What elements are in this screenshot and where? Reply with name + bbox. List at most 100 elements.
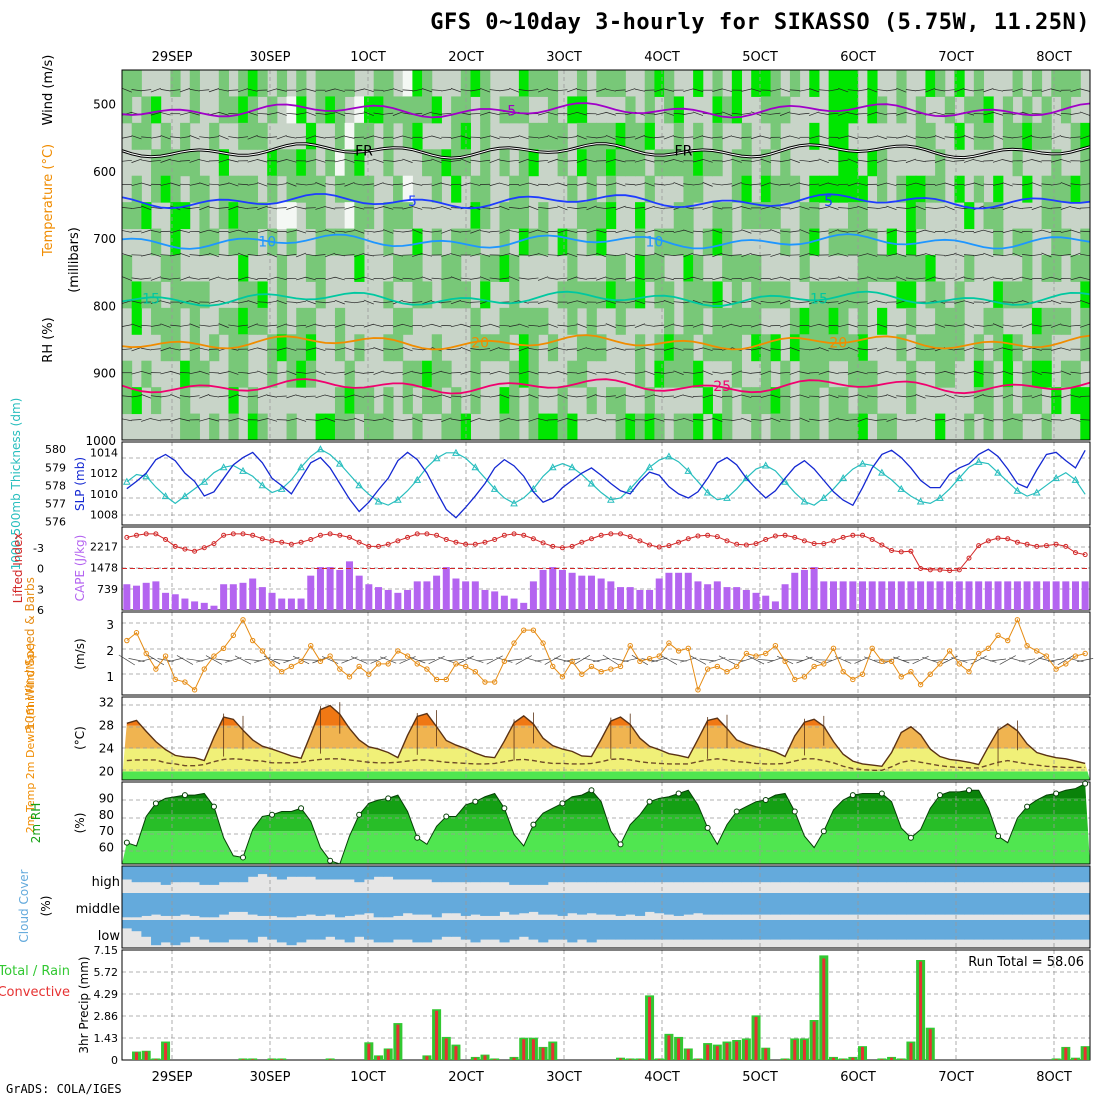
cloud-bar — [1002, 893, 1013, 915]
rh-cell — [412, 413, 423, 441]
surface-wind-barb — [738, 657, 755, 663]
upper-wind-barb — [228, 253, 239, 257]
rh-cell — [731, 96, 743, 124]
cloud-bar — [944, 920, 955, 940]
rh-cell — [480, 149, 491, 177]
cloud-bar — [141, 866, 152, 883]
rh-cell — [983, 387, 994, 415]
upper-wind-barb — [431, 418, 442, 421]
rh-cell — [867, 360, 878, 388]
upper-wind-barb — [789, 347, 800, 352]
upper-wind-barb — [141, 347, 152, 351]
rh-cell — [780, 149, 791, 177]
upper-wind-barb — [392, 276, 403, 281]
upper-wind-barb — [809, 276, 820, 281]
upper-wind-barb — [325, 183, 336, 186]
rh-cell — [189, 360, 200, 388]
upper-wind-barb — [876, 182, 887, 187]
upper-wind-barb — [818, 230, 829, 233]
upper-wind-barb — [789, 230, 800, 233]
rh-cell — [722, 202, 733, 230]
upper-wind-barb — [470, 371, 481, 375]
rh-cell — [857, 175, 868, 203]
rh-cell — [470, 70, 481, 97]
rh-cell — [857, 360, 868, 388]
wind-speed-point — [211, 653, 217, 659]
cloud-bar — [131, 893, 142, 918]
upper-wind-barb — [567, 88, 578, 93]
rh-cell — [1060, 360, 1072, 388]
cape-bar — [500, 595, 508, 610]
cloud-bar — [644, 920, 655, 940]
precip-convective-bar — [696, 1059, 700, 1060]
upper-wind-barb — [460, 300, 471, 304]
upper-wind-barb — [509, 159, 520, 162]
cloud-bar — [702, 866, 713, 883]
upper-wind-barb — [305, 253, 316, 257]
rh-cell — [238, 96, 249, 124]
surface-wind-barb — [622, 657, 639, 663]
upper-wind-barb — [208, 88, 220, 93]
rh-cell — [751, 307, 762, 335]
upper-wind-barb — [828, 417, 839, 423]
upper-wind-barb — [247, 135, 258, 140]
temp-y-tick: 32 — [99, 696, 114, 710]
rh-cell — [954, 175, 965, 203]
upper-wind-barb — [809, 111, 820, 116]
wind-speed-point — [240, 617, 246, 623]
upper-wind-barb — [799, 417, 810, 423]
upper-wind-barb — [741, 183, 752, 186]
cape-bar — [549, 567, 557, 610]
upper-wind-barb — [305, 371, 316, 374]
rh-cell — [412, 96, 423, 124]
lifted-index-point — [588, 536, 594, 542]
upper-wind-barb — [954, 252, 965, 258]
upper-wind-barb — [780, 183, 791, 186]
upper-wind-barb — [847, 323, 858, 328]
rh-cell — [315, 202, 326, 230]
upper-wind-barb — [499, 417, 510, 422]
upper-wind-barb — [673, 418, 684, 422]
upper-wind-barb — [450, 395, 461, 397]
rh-cell — [470, 175, 481, 203]
rh-cell — [809, 413, 820, 441]
upper-wind-barb — [973, 277, 984, 280]
lifted-index-point — [250, 532, 256, 538]
wind-speed-point — [317, 658, 324, 664]
upper-wind-barb — [518, 182, 529, 187]
rh-point — [443, 813, 450, 820]
upper-wind-barb — [944, 89, 955, 92]
upper-wind-barb — [383, 348, 394, 350]
lifted-index-point — [869, 536, 875, 542]
upper-wind-barb — [673, 301, 684, 303]
upper-wind-barb — [915, 370, 926, 375]
rh-cell — [906, 255, 917, 282]
upper-wind-barb — [460, 370, 471, 375]
precip-convective-bar — [764, 1048, 768, 1060]
upper-wind-barb — [528, 159, 539, 163]
upper-wind-barb — [770, 229, 781, 234]
upper-wind-barb — [344, 112, 355, 115]
upper-wind-barb — [547, 112, 558, 116]
rh-cell — [1002, 334, 1014, 362]
upper-wind-barb — [1060, 136, 1071, 139]
upper-wind-barb — [673, 254, 684, 256]
rh-cell — [257, 122, 268, 150]
rh-cell — [654, 149, 665, 177]
cloud-bar — [780, 920, 791, 940]
upper-wind-barb — [809, 230, 820, 233]
rh-cell — [780, 281, 791, 309]
upper-wind-barb — [421, 135, 433, 139]
wind-speed-point — [356, 663, 362, 670]
rh-cell — [673, 202, 684, 230]
upper-wind-barb — [131, 158, 142, 163]
rh-point — [675, 790, 682, 797]
upper-wind-barb — [886, 89, 897, 92]
precip-convective-bar — [241, 1059, 245, 1060]
upper-wind-barb — [334, 135, 345, 140]
upper-wind-barb — [586, 253, 597, 257]
cloud-bar — [267, 893, 278, 916]
upper-wind-barb — [547, 254, 558, 256]
rh-cell — [141, 360, 152, 388]
rh-cell — [286, 360, 297, 388]
